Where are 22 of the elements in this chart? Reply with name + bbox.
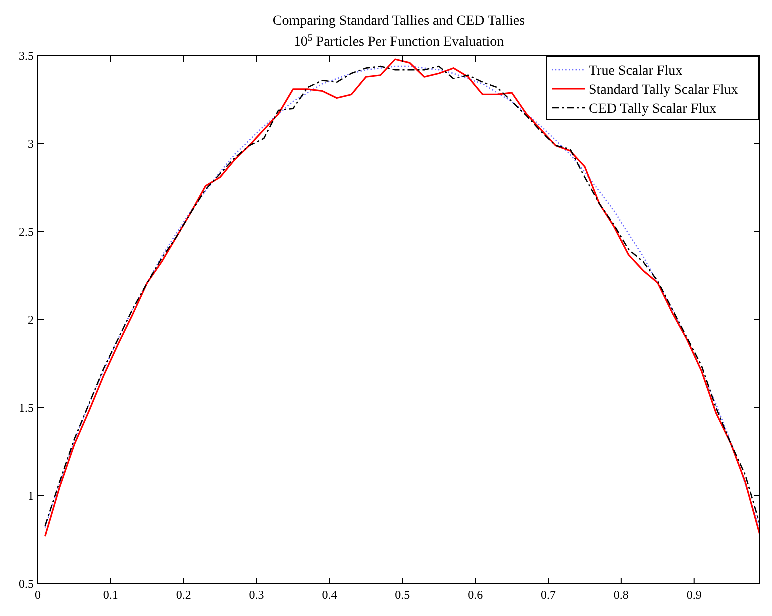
x-tick-label: 0.1 [103,588,118,602]
y-tick-label: 2 [28,313,34,327]
y-tick-label: 2.5 [19,225,34,239]
x-tick-label: 0.4 [322,588,338,602]
y-tick-label: 3 [28,137,34,151]
chart-subtitle: 10$^{5}$ Particles Per Function Evaluation [294,32,504,50]
x-tick-label: 0.2 [176,588,192,602]
chart-title: Comparing Standard Tallies and CED Tallies [272,14,526,29]
y-tick-label: 3.5 [19,49,34,63]
y-tick-label: 1 [28,489,34,503]
y-tick-label: 1.5 [19,401,34,415]
legend-label: CED Tally Scalar Flux [589,102,716,117]
x-tick-label: 0.7 [541,588,556,602]
x-tick-label: 0.6 [468,588,484,602]
x-tick-label: 0.5 [395,588,410,602]
legend-label: Standard Tally Scalar Flux [589,83,738,98]
y-tick-label: 0.5 [19,577,34,591]
legend-label: True Scalar Flux [589,64,683,79]
x-tick-label: 0.3 [249,588,264,602]
x-tick-label: 0.9 [686,588,702,602]
x-tick-label: 0.8 [614,588,629,602]
x-tick-label: 0 [35,588,41,602]
